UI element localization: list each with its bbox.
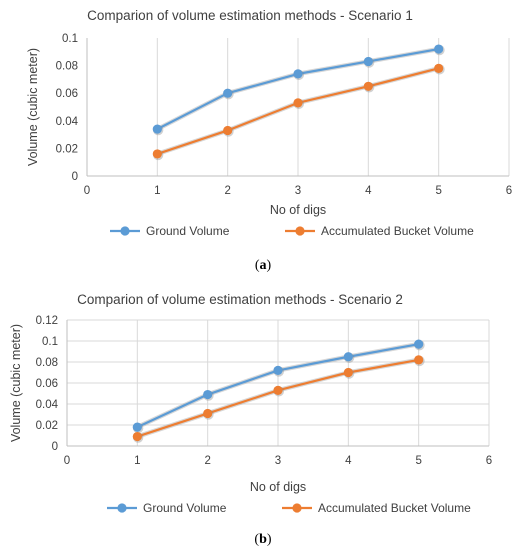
chart-b-series-2-point	[132, 431, 142, 442]
caption-a: (a)	[254, 258, 272, 273]
chart-b-series-1-point	[203, 389, 213, 400]
chart-a-x-tick-label: 3	[295, 185, 301, 197]
chart-b: Comparion of volume estimation methods -…	[9, 292, 492, 515]
chart-a-legend-1-label: Ground Volume	[146, 224, 230, 238]
chart-b-x-tick-label: 3	[275, 455, 281, 467]
chart-a-series-2-point	[293, 98, 303, 108]
caption-b: (b)	[254, 532, 272, 547]
chart-b-x-tick-label: 4	[345, 455, 352, 467]
chart-b-x-tick-label: 5	[415, 455, 421, 467]
chart-a-x-tick-label: 4	[365, 185, 372, 197]
chart-a-x-axis-label: No of digs	[270, 203, 326, 217]
chart-b-y-tick-label: 0.04	[36, 399, 59, 411]
chart-panel-a: Comparion of volume estimation methods -…	[26, 8, 512, 273]
chart-panel-b: Comparion of volume estimation methods -…	[0, 282, 526, 550]
chart-b-legend-1-marker	[117, 503, 127, 513]
chart-b-x-tick-label: 2	[204, 455, 210, 467]
chart-b-series-2-point	[273, 385, 283, 395]
chart-a-x-tick-label: 1	[154, 185, 160, 197]
caption-a-label: a	[259, 258, 267, 273]
chart-a-x-tick-label: 2	[224, 185, 230, 197]
chart-b-y-tick-label: 0.1	[42, 336, 58, 348]
chart-b-series-2-point	[414, 355, 424, 365]
chart-a-legend-1-marker	[120, 226, 130, 236]
chart-a-series-1-point	[363, 56, 373, 67]
chart-b-x-tick-label: 6	[486, 455, 492, 467]
chart-a-title: Comparion of volume estimation methods -…	[87, 8, 413, 23]
chart-a-series-2-point	[223, 125, 233, 136]
chart-b-series-1-point	[343, 352, 353, 362]
chart-b-y-tick-label: 0.08	[36, 357, 58, 369]
chart-a-y-tick-label: 0.1	[62, 33, 78, 45]
chart-a-y-tick-label: 0.06	[56, 88, 78, 100]
chart-b-series-1-point	[414, 339, 424, 349]
chart-a-legend-2-label: Accumulated Bucket Volume	[321, 224, 474, 238]
chart-b-legend-2-marker	[292, 503, 302, 513]
chart-b-title: Comparion of volume estimation methods -…	[77, 292, 403, 307]
chart-b-series-1-point	[132, 422, 142, 432]
chart-a-y-tick-label: 0	[72, 171, 78, 183]
chart-a-x-tick-label: 0	[84, 185, 90, 197]
chart-a-series-2-point	[363, 81, 373, 91]
chart-a-y-tick-label: 0.08	[56, 61, 78, 73]
chart-b-series-2-point	[203, 408, 213, 419]
chart-b-y-tick-label: 0.12	[36, 315, 58, 327]
chart-b-x-tick-label: 0	[64, 455, 70, 467]
chart-a-series-1-point	[152, 124, 162, 134]
chart-a-series-2-point	[434, 63, 444, 73]
chart-a-x-tick-label: 5	[435, 185, 441, 197]
caption-b-label: b	[259, 532, 267, 547]
chart-a: Comparion of volume estimation methods -…	[26, 8, 512, 238]
chart-b-y-axis-label: Volume (cubic meter)	[9, 324, 23, 442]
chart-b-series-1-point	[273, 365, 283, 375]
chart-b-x-tick-label: 1	[134, 455, 140, 467]
chart-a-legend-2-marker	[295, 226, 305, 236]
chart-b-legend-1-label: Ground Volume	[143, 501, 227, 515]
chart-b-x-axis-label: No of digs	[250, 480, 306, 494]
chart-a-y-tick-label: 0.02	[56, 143, 78, 155]
chart-a-y-tick-label: 0.04	[56, 116, 79, 128]
chart-b-y-tick-label: 0.02	[36, 420, 58, 432]
chart-a-series-1-point	[223, 88, 233, 98]
chart-a-y-axis-label: Volume (cubic meter)	[26, 48, 40, 166]
chart-b-y-tick-label: 0	[52, 441, 58, 453]
chart-b-legend-2-label: Accumulated Bucket Volume	[318, 501, 471, 515]
chart-a-series-2-point	[152, 149, 162, 159]
chart-a-x-tick-label: 6	[506, 185, 512, 197]
chart-a-series-1-point	[434, 44, 444, 54]
chart-b-series-2-point	[343, 367, 353, 378]
chart-b-y-tick-label: 0.06	[36, 378, 58, 390]
chart-a-series-1-point	[293, 69, 303, 79]
